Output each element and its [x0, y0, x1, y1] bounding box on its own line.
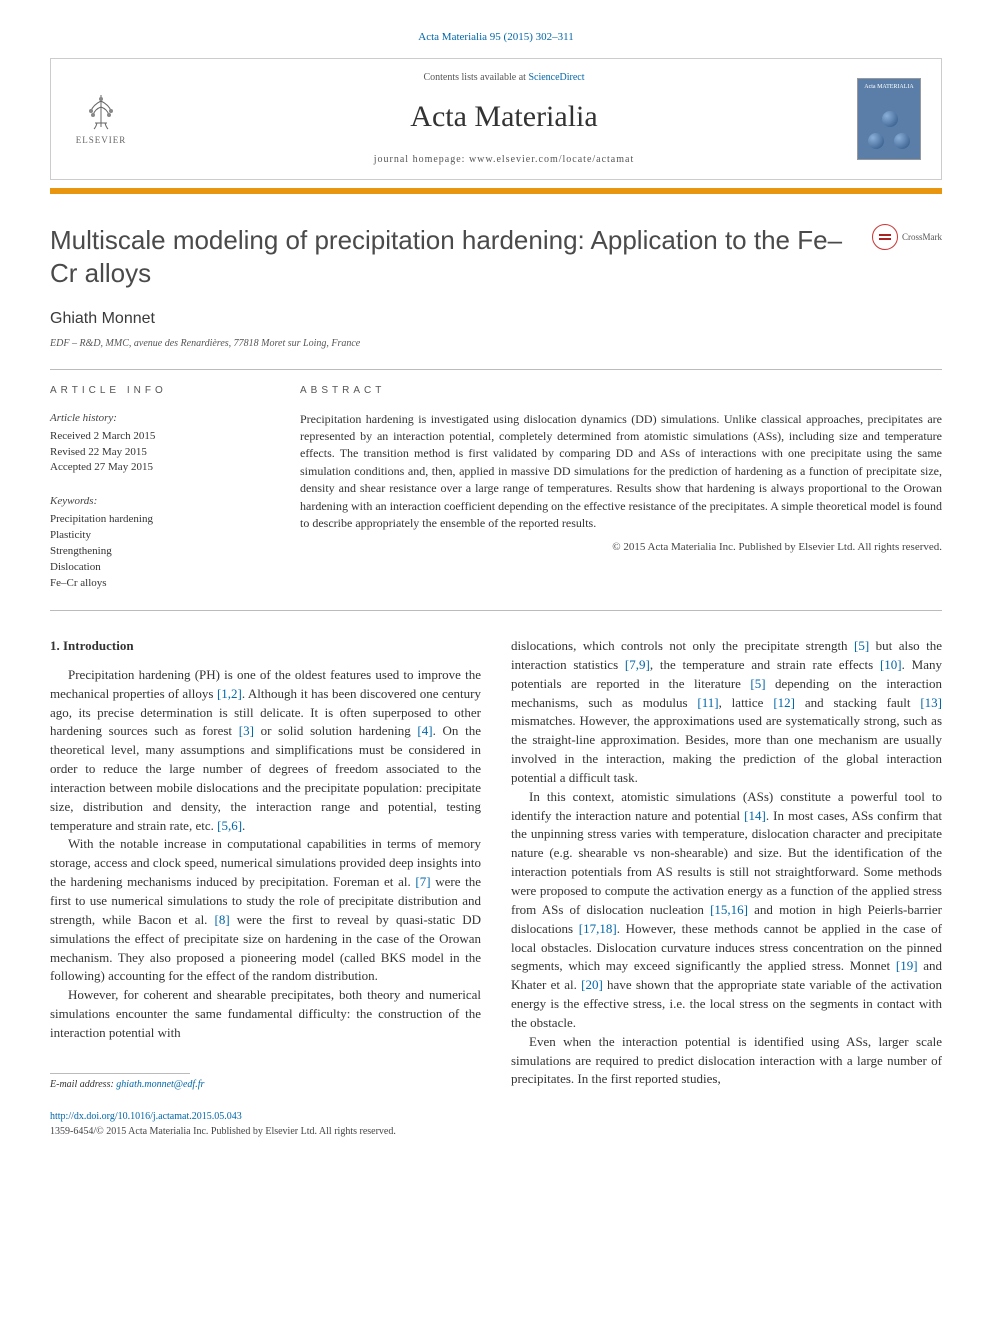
- citation-ref[interactable]: [7,9]: [625, 657, 650, 672]
- keyword: Fe–Cr alloys: [50, 576, 270, 592]
- publisher-name: ELSEVIER: [76, 134, 127, 147]
- citation-ref[interactable]: [10]: [880, 657, 902, 672]
- banner-center: Contents lists available at ScienceDirec…: [151, 71, 857, 168]
- keyword: Dislocation: [50, 560, 270, 576]
- abstract-text: Precipitation hardening is investigated …: [300, 411, 942, 533]
- history-label: Article history:: [50, 411, 270, 427]
- citation-ref[interactable]: [17,18]: [579, 921, 617, 936]
- email-link[interactable]: ghiath.monnet@edf.fr: [116, 1079, 204, 1090]
- publisher-logo[interactable]: ELSEVIER: [71, 84, 131, 154]
- doi-link[interactable]: http://dx.doi.org/10.1016/j.actamat.2015…: [50, 1111, 242, 1122]
- article-info-column: article info Article history: Received 2…: [50, 384, 270, 592]
- keyword: Precipitation hardening: [50, 512, 270, 528]
- citation-ref[interactable]: [11]: [697, 695, 718, 710]
- left-column: 1. Introduction Precipitation hardening …: [50, 637, 481, 1092]
- right-column: dislocations, which controls not only th…: [511, 637, 942, 1092]
- homepage-url[interactable]: www.elsevier.com/locate/actamat: [469, 154, 634, 165]
- received-date: Received 2 March 2015: [50, 429, 270, 445]
- body-paragraph: In this context, atomistic simulations (…: [511, 788, 942, 1033]
- footer-email: E-mail address: ghiath.monnet@edf.fr: [50, 1078, 481, 1093]
- footer-divider: [50, 1073, 190, 1074]
- citation-ref[interactable]: [5]: [750, 676, 765, 691]
- citation-ref[interactable]: [7]: [415, 874, 430, 889]
- abstract-column: abstract Precipitation hardening is inve…: [300, 384, 942, 592]
- journal-cover-thumbnail[interactable]: Acta MATERIALIA: [857, 78, 921, 160]
- footer-copyright: 1359-6454/© 2015 Acta Materialia Inc. Pu…: [50, 1125, 942, 1140]
- contents-prefix: Contents lists available at: [423, 72, 528, 83]
- doi-block: http://dx.doi.org/10.1016/j.actamat.2015…: [50, 1106, 942, 1139]
- header-citation: Acta Materialia 95 (2015) 302–311: [50, 30, 942, 46]
- orange-divider-bar: [50, 188, 942, 194]
- abstract-heading: abstract: [300, 384, 942, 399]
- keywords-label: Keywords:: [50, 494, 270, 510]
- journal-name: Acta Materialia: [151, 95, 857, 139]
- citation-ref[interactable]: [3]: [239, 723, 254, 738]
- homepage-prefix: journal homepage:: [374, 154, 469, 165]
- citation-journal: Acta Materialia: [418, 31, 487, 43]
- citation-ref[interactable]: [15,16]: [710, 902, 748, 917]
- cover-graphic: [868, 111, 912, 151]
- citation-ref[interactable]: [1,2]: [217, 686, 242, 701]
- info-abstract-row: article info Article history: Received 2…: [50, 370, 942, 610]
- body-paragraph: Even when the interaction potential is i…: [511, 1033, 942, 1090]
- divider: [50, 610, 942, 611]
- elsevier-tree-icon: [81, 91, 121, 131]
- citation-pages: 302–311: [536, 31, 574, 43]
- body-paragraph: However, for coherent and shearable prec…: [50, 986, 481, 1043]
- citation-ref[interactable]: [8]: [215, 912, 230, 927]
- keyword: Plasticity: [50, 528, 270, 544]
- citation-ref[interactable]: [4]: [417, 723, 432, 738]
- accepted-date: Accepted 27 May 2015: [50, 460, 270, 476]
- crossmark-label: CrossMark: [902, 231, 942, 244]
- crossmark-badge[interactable]: CrossMark: [872, 224, 942, 250]
- abstract-copyright: © 2015 Acta Materialia Inc. Published by…: [300, 540, 942, 556]
- citation-year: 2015: [507, 31, 529, 43]
- author-name: Ghiath Monnet: [50, 307, 942, 330]
- citation-ref[interactable]: [19]: [896, 958, 918, 973]
- email-label: E-mail address:: [50, 1079, 116, 1090]
- citation-ref[interactable]: [20]: [581, 977, 603, 992]
- article-info-heading: article info: [50, 384, 270, 399]
- crossmark-icon: [872, 224, 898, 250]
- footer-block: E-mail address: ghiath.monnet@edf.fr: [50, 1073, 481, 1093]
- citation-ref[interactable]: [14]: [744, 808, 766, 823]
- citation-ref[interactable]: [12]: [773, 695, 795, 710]
- keyword: Strengthening: [50, 544, 270, 560]
- section-heading: 1. Introduction: [50, 637, 481, 656]
- author-affiliation: EDF – R&D, MMC, avenue des Renardières, …: [50, 337, 942, 352]
- title-row: Multiscale modeling of precipitation har…: [50, 224, 942, 289]
- sciencedirect-link[interactable]: ScienceDirect: [528, 72, 584, 83]
- citation-ref[interactable]: [5,6]: [217, 818, 242, 833]
- citation-link[interactable]: Acta Materialia 95 (2015) 302–311: [418, 31, 573, 43]
- body-columns: 1. Introduction Precipitation hardening …: [50, 637, 942, 1092]
- journal-banner: ELSEVIER Contents lists available at Sci…: [50, 58, 942, 181]
- cover-label: Acta MATERIALIA: [858, 79, 920, 92]
- article-title: Multiscale modeling of precipitation har…: [50, 224, 872, 289]
- body-paragraph: dislocations, which controls not only th…: [511, 637, 942, 788]
- page-container: Acta Materialia 95 (2015) 302–311 ELSEVI…: [0, 0, 992, 1170]
- citation-volume: 95: [490, 31, 501, 43]
- revised-date: Revised 22 May 2015: [50, 445, 270, 461]
- body-paragraph: With the notable increase in computation…: [50, 835, 481, 986]
- citation-ref[interactable]: [13]: [920, 695, 942, 710]
- citation-ref[interactable]: [5]: [854, 638, 869, 653]
- homepage-line: journal homepage: www.elsevier.com/locat…: [151, 153, 857, 168]
- contents-line: Contents lists available at ScienceDirec…: [151, 71, 857, 86]
- body-paragraph: Precipitation hardening (PH) is one of t…: [50, 666, 481, 836]
